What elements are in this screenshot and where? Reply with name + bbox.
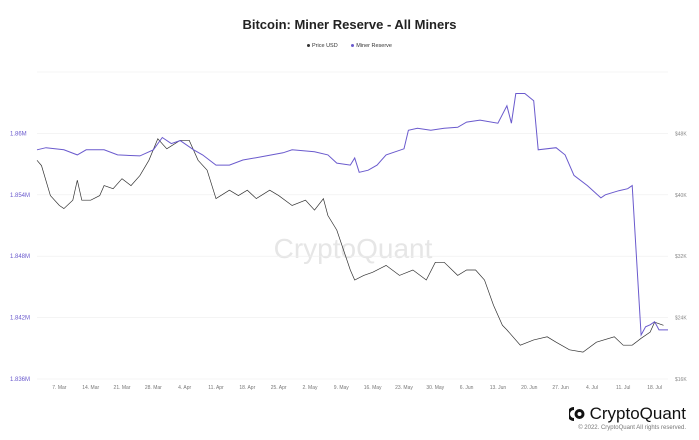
legend-label: Price USD (312, 43, 338, 49)
legend-item-reserve[interactable]: Miner Reserve (351, 43, 392, 49)
x-tick-label: 23. May (395, 385, 413, 391)
x-tick-label: 18. Apr (239, 385, 255, 391)
x-tick-label: 30. May (426, 385, 444, 391)
x-tick-label: 21. Mar (114, 385, 131, 391)
legend-label: Miner Reserve (356, 43, 392, 49)
y-right-tick-label: $24K (675, 316, 687, 322)
x-tick-label: 14. Mar (82, 385, 99, 391)
x-tick-label: 11. Jul (616, 385, 630, 391)
y-left-tick-label: 1.842M (10, 316, 30, 322)
x-tick-label: 7. Mar (52, 385, 67, 391)
series-line-price-usd (36, 138, 664, 353)
x-tick-label: 27. Jun (552, 385, 569, 391)
x-tick-label: 4. Apr (178, 385, 191, 391)
y-left-tick-label: 1.86M (10, 131, 27, 137)
y-right-tick-label: $32K (675, 254, 687, 260)
x-tick-label: 9. May (334, 385, 350, 391)
x-tick-label: 4. Jul (586, 385, 598, 391)
legend-dot-icon (307, 44, 311, 48)
x-tick-label: 13. Jun (490, 385, 507, 391)
watermark: CryptoQuant (274, 233, 433, 264)
x-tick-label: 20. Jun (521, 385, 538, 391)
x-tick-label: 25. Apr (271, 385, 287, 391)
y-right-tick-label: $48K (675, 131, 687, 137)
brand-logo: CryptoQuant (568, 404, 686, 424)
brand-name: CryptoQuant (589, 404, 686, 423)
x-tick-label: 6. Jun (460, 385, 474, 391)
series-line-miner-reserve (36, 93, 668, 337)
x-tick-label: 2. May (302, 385, 318, 391)
x-tick-label: 28. Mar (145, 385, 162, 391)
chart-title: Bitcoin: Miner Reserve - All Miners (242, 17, 457, 32)
x-tick-label: 18. Jul (647, 385, 662, 391)
x-tick-label: 11. Apr (208, 385, 224, 391)
cryptoquant-logo-icon (568, 407, 585, 421)
y-left-tick-label: 1.836M (10, 377, 30, 383)
y-right-tick-label: $40K (675, 193, 687, 199)
x-tick-label: 16. May (364, 385, 382, 391)
legend: Price USD Miner Reserve (0, 43, 699, 49)
y-left-tick-label: 1.848M (10, 254, 30, 260)
legend-dot-icon (351, 44, 355, 48)
y-left-tick-label: 1.854M (10, 193, 30, 199)
legend-item-price[interactable]: Price USD (307, 43, 338, 49)
copyright: © 2022. CryptoQuant All rights reserved. (578, 425, 686, 431)
y-right-tick-label: $16K (675, 377, 687, 383)
